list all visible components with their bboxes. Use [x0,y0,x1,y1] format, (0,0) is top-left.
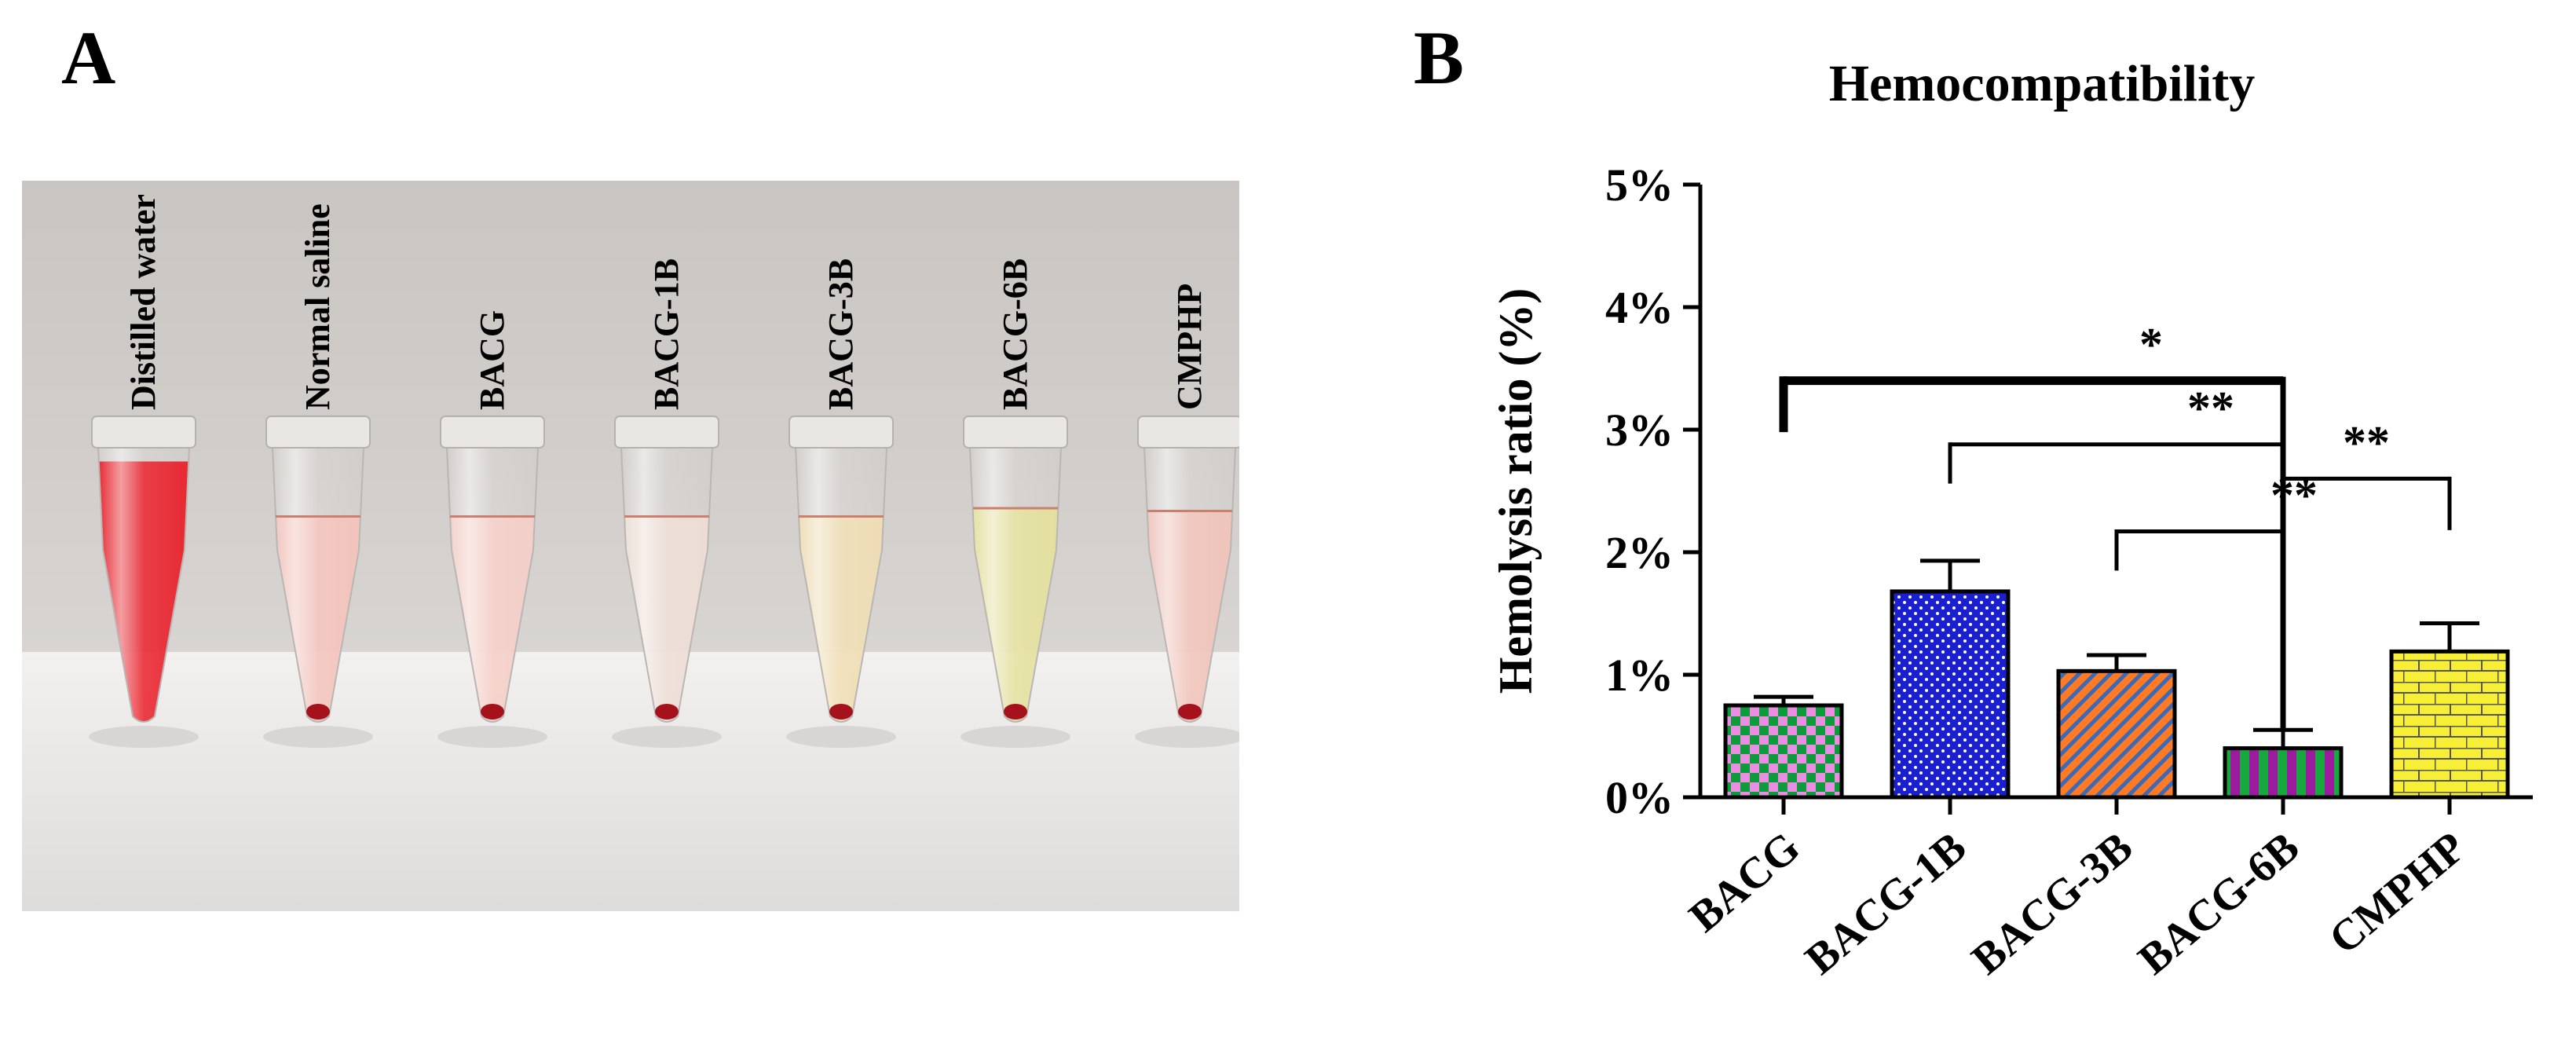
x-tick-label: BACG-1B [1796,822,1975,983]
tube-pellet [481,704,504,720]
tube-cap [265,416,371,449]
tube-body [97,447,191,723]
y-tick-label: 3% [1605,405,1674,456]
tube-label: BACG-6B [996,258,1034,410]
tube-body [968,447,1063,723]
tube-label: Distilled water [124,194,163,410]
x-tick-label: BACG [1681,822,1809,941]
y-tick-label: 5% [1605,159,1674,211]
tubes-photo: Distilled water Normal saline BACG BACG-1B B… [22,181,1239,911]
tube-pellet [1004,704,1027,720]
panel-a-letter: A [61,16,116,100]
chart-title: Hemocompatibility [1829,55,2256,112]
tube-cap [789,416,894,449]
tube-shadow [263,726,373,748]
tube-shadow [437,726,547,748]
tube-shadow [89,726,199,748]
tube-shadow [961,726,1070,748]
tube-pellet [655,704,679,720]
x-tick-label: BACG-3B [1963,822,2142,983]
tube-label: BACG-1B [647,258,686,410]
tube-cap [1137,416,1239,449]
bar [1890,589,2011,800]
significance-label: * [2139,319,2163,371]
tube-cap [614,416,719,449]
hemolysis-bar-chart: Hemocompatibility Hemolysis ratio (%) 0%… [1490,55,2533,984]
significance-label: ** [2187,383,2234,434]
x-tick-label: CMPHP [2320,822,2475,963]
y-tick-label: 1% [1605,650,1674,701]
panel-b-letter: B [1414,16,1465,100]
tube-cap [440,416,545,449]
tube-body [1143,447,1237,723]
y-axis-label: Hemolysis ratio (%) [1490,288,1542,694]
tube-label: BACG-3B [821,258,860,410]
tube-label: CMPHP [1170,284,1209,410]
tube-cap [963,416,1068,449]
tube-label: Normal saline [298,203,337,410]
tube-label: BACG [473,310,511,410]
y-tick-label: 2% [1605,527,1674,578]
tube-pellet [306,704,330,720]
tube-pellet [1178,704,1202,720]
bar [2056,668,2177,800]
x-tick-label: BACG-6B [2129,822,2308,983]
bar [2223,746,2344,800]
photo-table [22,652,1239,911]
y-tick-label: 0% [1605,772,1674,823]
significance-label: ** [2343,416,2390,468]
y-tick-label: 4% [1605,282,1674,333]
tube-shadow [786,726,896,748]
tube-shadow [1135,726,1239,748]
tube-cap [91,416,196,449]
tube-shadow [612,726,722,748]
bar [2389,649,2510,800]
bar [1723,703,1844,800]
tube-pellet [829,704,853,720]
